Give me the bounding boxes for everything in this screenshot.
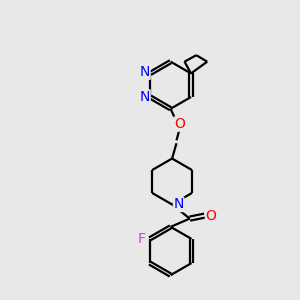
Text: O: O — [206, 209, 216, 223]
Text: N: N — [140, 90, 150, 104]
Text: N: N — [173, 197, 184, 212]
Text: O: O — [174, 117, 185, 131]
Text: F: F — [137, 232, 146, 246]
Text: N: N — [140, 65, 150, 79]
